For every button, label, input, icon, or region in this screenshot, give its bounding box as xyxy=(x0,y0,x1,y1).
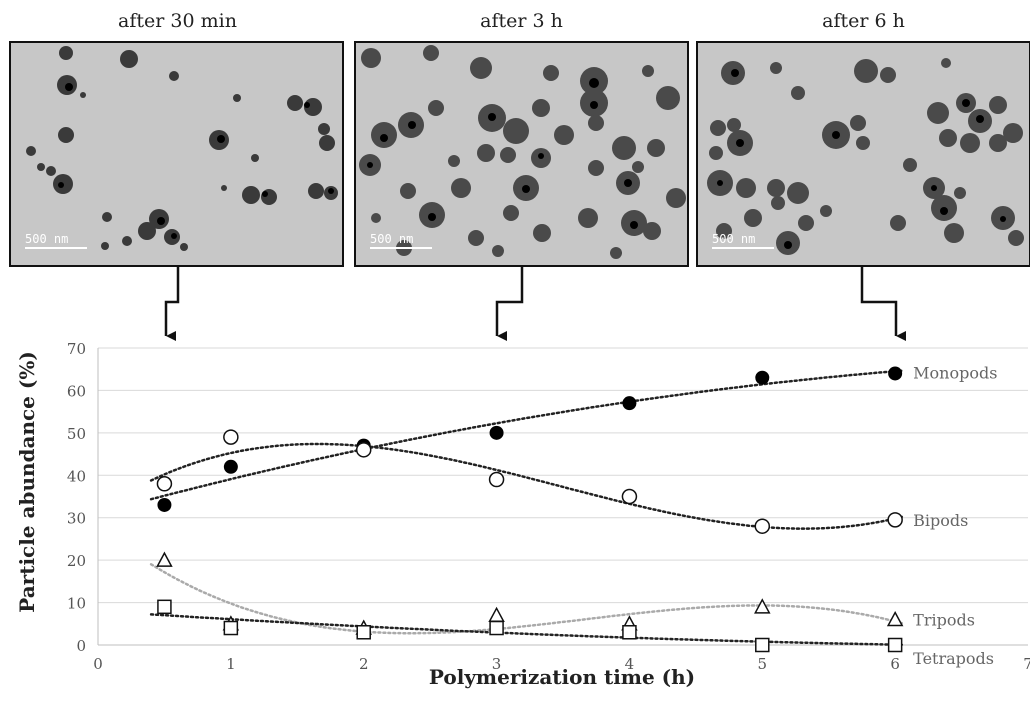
marker-tripods-6 xyxy=(886,610,904,627)
x-tick-label-3: 3 xyxy=(492,655,502,673)
trend-line-tetrapods xyxy=(149,613,904,646)
marker-bipods-0.5 xyxy=(156,476,173,492)
trend-lines xyxy=(149,369,904,646)
y-tick-label-60: 60 xyxy=(67,382,86,400)
marker-tetrapods-0.5 xyxy=(157,599,172,615)
scale-bar-label-1: 500 nm xyxy=(25,232,69,246)
trend-line-tripods xyxy=(149,563,904,635)
series-labels: Monopods Bipods Tripods Tetrapods xyxy=(913,363,997,668)
y-tick-label-40: 40 xyxy=(67,467,86,485)
y-tick-label-30: 30 xyxy=(67,510,86,528)
tem-particles-30min xyxy=(26,46,338,251)
scale-bar-line-2 xyxy=(370,247,432,249)
series-label-bipods: Bipods xyxy=(913,511,968,530)
marker-bipods-6 xyxy=(887,512,903,528)
marker-bipods-3 xyxy=(488,471,505,488)
x-tick-label-5: 5 xyxy=(758,655,768,673)
scale-bar-2: 500 nm xyxy=(370,232,432,249)
marker-monopods-0.5 xyxy=(157,497,172,512)
marker-bipods-2 xyxy=(355,442,372,458)
y-axis-label: Particle abundance (%) xyxy=(15,351,39,613)
data-markers xyxy=(156,366,904,653)
marker-monopods-6 xyxy=(888,366,903,381)
tem-image-30min: 500 nm xyxy=(9,41,344,267)
marker-bipods-4 xyxy=(621,488,638,505)
marker-tetrapods-6 xyxy=(887,637,903,653)
x-tick-label-4: 4 xyxy=(625,655,635,673)
tem-image-6h: 500 nm xyxy=(696,41,1030,267)
marker-tetrapods-5 xyxy=(755,637,770,653)
marker-tripods-0.5 xyxy=(156,551,173,567)
marker-tripods-3 xyxy=(488,606,505,623)
marker-monopods-4 xyxy=(622,396,637,411)
marker-bipods-1 xyxy=(223,429,239,445)
marker-monopods-3 xyxy=(489,425,504,440)
scale-bar-line-1 xyxy=(25,247,87,249)
y-tick-label-50: 50 xyxy=(67,425,86,443)
x-tick-label-6: 6 xyxy=(890,655,900,673)
series-label-monopods: Monopods xyxy=(913,363,997,382)
y-tick-label-0: 0 xyxy=(76,637,86,655)
y-tick-label-20: 20 xyxy=(67,552,86,570)
trend-line-bipods xyxy=(149,442,904,530)
tem-particles-3h xyxy=(359,45,686,259)
scale-bar-1: 500 nm xyxy=(25,232,87,249)
series-label-tripods: Tripods xyxy=(913,611,975,630)
scale-bar-line-3 xyxy=(712,247,774,249)
marker-monopods-5 xyxy=(755,370,770,385)
tick-labels: 0 10 20 30 40 50 60 70 0 1 2 3 4 5 6 7 xyxy=(67,340,1030,673)
x-tick-label-1: 1 xyxy=(226,655,236,673)
panel-title-2: after 3 h xyxy=(480,10,563,32)
marker-tetrapods-3 xyxy=(489,620,504,636)
y-tick-label-10: 10 xyxy=(67,595,86,613)
x-tick-label-0: 0 xyxy=(93,655,103,673)
scale-bar-label-2: 500 nm xyxy=(370,232,414,246)
abundance-chart: 0 10 20 30 40 50 60 70 0 1 2 3 4 5 6 7 Monopods Bipods Tr… xyxy=(15,340,1030,689)
marker-tetrapods-1 xyxy=(223,620,239,636)
marker-tetrapods-4 xyxy=(622,625,637,640)
series-label-tetrapods: Tetrapods xyxy=(913,649,994,668)
panel-title-3: after 6 h xyxy=(822,10,905,32)
scale-bar-3: 500 nm xyxy=(712,232,774,249)
panel-title-1: after 30 min xyxy=(118,10,237,32)
marker-tetrapods-2 xyxy=(356,625,371,640)
tem-image-3h: 500 nm xyxy=(354,41,689,267)
trend-line-monopods xyxy=(149,369,904,501)
marker-bipods-5 xyxy=(754,518,771,534)
y-tick-label-70: 70 xyxy=(67,340,86,358)
x-axis-label: Polymerization time (h) xyxy=(429,665,695,689)
tem-particles-6h xyxy=(707,58,1024,255)
scale-bar-label-3: 500 nm xyxy=(712,232,756,246)
grid-lines xyxy=(98,347,1028,604)
marker-monopods-1 xyxy=(223,459,238,474)
marker-tripods-5 xyxy=(754,598,771,614)
x-tick-label-7: 7 xyxy=(1023,655,1030,673)
x-tick-label-2: 2 xyxy=(359,655,369,673)
axes xyxy=(97,348,1028,646)
